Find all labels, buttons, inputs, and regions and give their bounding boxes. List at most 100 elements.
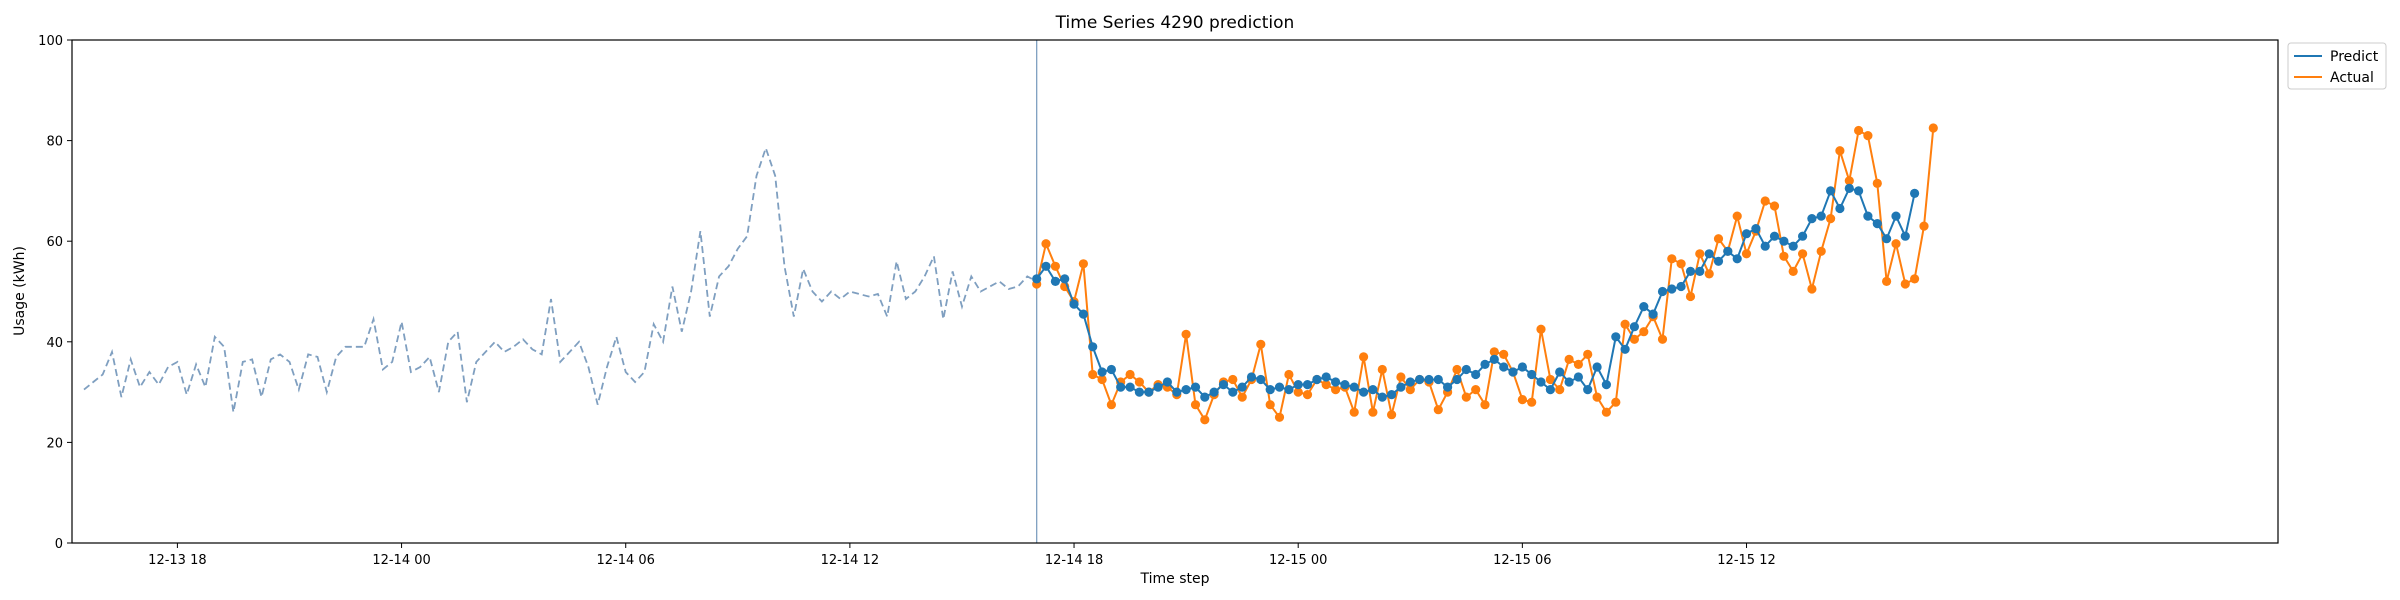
predict-point <box>1106 364 1116 375</box>
predict-point <box>1769 231 1780 241</box>
predict-point <box>1172 387 1182 397</box>
predict-point <box>1704 249 1714 259</box>
actual-point <box>1041 239 1051 249</box>
actual-point <box>1256 339 1266 349</box>
plot-frame <box>71 39 2279 544</box>
predict-point <box>1732 254 1742 264</box>
actual-point <box>1489 347 1499 357</box>
legend: Predict Actual <box>2287 42 2387 90</box>
actual-point <box>1106 400 1116 410</box>
actual-point <box>1676 259 1686 269</box>
actual-point <box>1088 369 1098 380</box>
actual-point <box>1405 385 1415 395</box>
predict-point <box>1685 266 1696 276</box>
actual-point <box>1592 392 1602 402</box>
legend-actual-label: Actual <box>2330 70 2374 86</box>
predict-point <box>1517 362 1527 372</box>
predict-point <box>1088 342 1098 352</box>
predict-point <box>1032 274 1042 284</box>
predict-point <box>1657 286 1668 297</box>
predict-point <box>1835 203 1845 214</box>
actual-point <box>1499 349 1509 359</box>
actual-point <box>1620 319 1630 329</box>
actual-point <box>1050 261 1060 271</box>
actual-point <box>1769 201 1780 211</box>
actual-point <box>1190 400 1201 410</box>
actual-point <box>1331 385 1341 395</box>
actual-point <box>1433 405 1443 415</box>
predict-point <box>1162 377 1172 387</box>
predict-point <box>1471 369 1481 380</box>
actual-point <box>1078 259 1088 269</box>
predict-point <box>1489 354 1499 364</box>
predict-point <box>1639 302 1649 312</box>
actual-point <box>1284 369 1294 380</box>
predict-point <box>1274 382 1285 392</box>
actual-point <box>1228 374 1238 385</box>
actual-point <box>1779 251 1789 261</box>
predict-point <box>1415 374 1425 385</box>
y-tick-label: 20 <box>46 436 63 451</box>
actual-point <box>1359 352 1369 362</box>
predict-point <box>1891 211 1901 221</box>
predict-point <box>1321 372 1331 382</box>
predict-point <box>1359 387 1369 397</box>
predict-point <box>1452 374 1462 385</box>
predict-point <box>1872 219 1882 229</box>
predict-point <box>1545 385 1555 395</box>
actual-point <box>1685 291 1696 302</box>
actual-point <box>1928 123 1938 133</box>
actual-point <box>1377 364 1387 375</box>
predict-point <box>1573 372 1583 382</box>
predict-point <box>1480 359 1490 369</box>
predict-point <box>1218 380 1229 390</box>
actual-point <box>1527 397 1537 407</box>
predict-point <box>1536 377 1546 387</box>
predict-point <box>1424 374 1434 385</box>
x-tick-label: 12-15 00 <box>1269 553 1327 568</box>
actual-point <box>1835 146 1845 156</box>
actual-point <box>1919 221 1929 231</box>
actual-point <box>1555 385 1565 395</box>
actual-point <box>1536 324 1546 334</box>
actual-point <box>1826 214 1836 224</box>
actual-point <box>1471 385 1481 395</box>
predict-point <box>1284 385 1294 395</box>
predict-point <box>1302 380 1313 390</box>
actual-point <box>1480 400 1490 410</box>
predict-point <box>1751 224 1761 234</box>
actual-point <box>1368 407 1378 417</box>
actual-point <box>1181 329 1191 339</box>
actual-point <box>1125 369 1135 380</box>
predict-point <box>1741 229 1752 239</box>
predict-point <box>1246 372 1257 382</box>
actual-point <box>1667 254 1677 264</box>
y-tick-label: 0 <box>55 537 63 552</box>
predict-point <box>1265 385 1275 395</box>
predict-point <box>1620 344 1630 354</box>
predict-point <box>1331 377 1341 387</box>
x-tick-label: 12-14 06 <box>596 553 654 568</box>
actual-point <box>1293 387 1303 397</box>
predict-point <box>1900 231 1910 241</box>
predict-point <box>1826 186 1836 196</box>
legend-predict-label: Predict <box>2330 49 2379 65</box>
predict-point <box>1181 385 1191 395</box>
predict-point <box>1144 387 1154 397</box>
predict-point <box>1377 392 1387 402</box>
predict-point <box>1527 369 1537 380</box>
predict-point <box>1779 236 1789 246</box>
axes: 0 20 40 60 80 100 12-13 18 12-14 00 12-14 06 12-1… <box>38 34 1776 568</box>
predict-point <box>1676 281 1686 292</box>
plot-area <box>83 40 1938 543</box>
predict-point <box>1863 211 1873 221</box>
predict-point <box>1153 382 1163 392</box>
actual-point <box>1872 178 1882 188</box>
predict-point <box>1097 367 1107 377</box>
predict-point <box>1041 261 1051 271</box>
predict-point <box>1060 274 1070 284</box>
y-axis-label: Usage (kWh) <box>12 246 28 336</box>
actual-point <box>1816 246 1826 256</box>
